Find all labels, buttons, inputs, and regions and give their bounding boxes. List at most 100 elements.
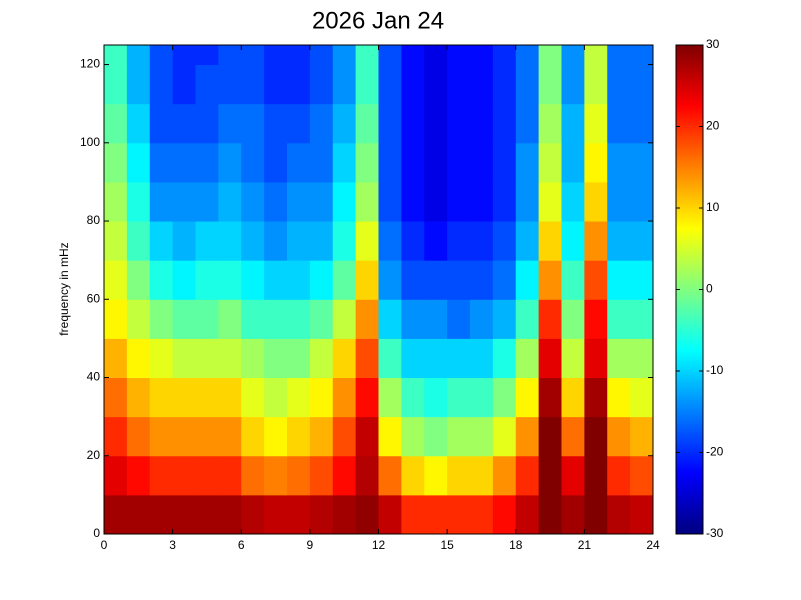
heatmap-cell <box>492 416 517 457</box>
heatmap-cell <box>264 142 288 183</box>
heatmap-cell <box>264 64 288 105</box>
heatmap-cell <box>332 142 357 183</box>
heatmap-cell <box>355 64 379 105</box>
heatmap-cell <box>607 494 631 535</box>
heatmap-cell <box>401 416 425 457</box>
heatmap-cell <box>584 64 608 105</box>
heatmap-cell <box>515 338 540 379</box>
heatmap-cell <box>264 455 288 496</box>
heatmap-cell <box>195 299 219 339</box>
heatmap-cell <box>332 377 357 418</box>
heatmap-cell <box>126 299 151 339</box>
heatmap-cell <box>447 64 471 105</box>
heatmap-cell <box>149 377 174 418</box>
heatmap-cell <box>126 377 151 418</box>
heatmap-cell <box>287 338 311 379</box>
heatmap-cell <box>584 338 608 379</box>
heatmap-cell <box>149 64 174 105</box>
heatmap-cell <box>470 416 494 457</box>
heatmap-cell <box>104 494 128 535</box>
heatmap-cell <box>264 377 288 418</box>
heatmap-cell <box>241 221 265 261</box>
heatmap-cell <box>332 103 357 144</box>
heatmap-cell <box>515 377 540 418</box>
heatmap-cell <box>607 221 631 261</box>
heatmap-cell <box>401 377 425 418</box>
heatmap-cell <box>492 338 517 379</box>
heatmap-cell <box>241 142 265 183</box>
colorbar-tick-label: 0 <box>706 282 713 296</box>
heatmap-cell <box>447 260 471 300</box>
heatmap-cell <box>195 64 219 105</box>
heatmap-cell <box>264 338 288 379</box>
heatmap-cell <box>447 455 471 496</box>
heatmap-cell <box>309 416 334 457</box>
heatmap-cell <box>287 377 311 418</box>
heatmap-cell <box>378 338 402 379</box>
heatmap-cell <box>492 45 517 66</box>
heatmap-cell <box>355 181 379 222</box>
heatmap-cell <box>607 416 631 457</box>
heatmap-cell <box>401 221 425 261</box>
heatmap-cell <box>241 377 265 418</box>
heatmap-cell <box>561 377 585 418</box>
heatmap-cell <box>218 494 242 535</box>
heatmap-cell <box>424 494 448 535</box>
heatmap-cell <box>515 299 540 339</box>
x-tick-label: 0 <box>101 538 108 552</box>
heatmap-cell <box>538 103 562 144</box>
heatmap-cell <box>630 103 654 144</box>
heatmap-cell <box>630 299 654 339</box>
heatmap-cell <box>218 64 242 105</box>
heatmap-cell <box>401 338 425 379</box>
colorbar-tick-label: -20 <box>706 445 724 459</box>
heatmap-cell <box>378 299 402 339</box>
heatmap-cell <box>447 142 471 183</box>
heatmap-cell <box>241 181 265 222</box>
heatmap-cell <box>287 142 311 183</box>
heatmap-cell <box>172 416 196 457</box>
heatmap-cell <box>470 64 494 105</box>
heatmap-cell <box>332 260 357 300</box>
heatmap-cell <box>538 181 562 222</box>
heatmap-cell <box>355 377 379 418</box>
heatmap-cell <box>492 221 517 261</box>
x-tick-label: 6 <box>238 538 245 552</box>
heatmap-cell <box>218 416 242 457</box>
heatmap-cell <box>332 416 357 457</box>
heatmap-cell <box>447 416 471 457</box>
heatmap-cell <box>515 142 540 183</box>
heatmap-cell <box>355 221 379 261</box>
colorbar-tick-label: -10 <box>706 363 724 377</box>
heatmap-cell <box>172 103 196 144</box>
heatmap-cell <box>424 103 448 144</box>
heatmap-cell <box>561 455 585 496</box>
heatmap-cell <box>332 64 357 105</box>
heatmap-cell <box>195 181 219 222</box>
heatmap-cell <box>172 142 196 183</box>
heatmap-cell <box>538 142 562 183</box>
heatmap-cell <box>309 377 334 418</box>
heatmap-cell <box>287 455 311 496</box>
heatmap-cell <box>378 142 402 183</box>
heatmap-cell <box>470 260 494 300</box>
heatmap-cell <box>149 338 174 379</box>
heatmap-cell <box>218 103 242 144</box>
colorbar-tick-label: 10 <box>706 200 720 214</box>
heatmap-cell <box>515 494 540 535</box>
heatmap-cell <box>287 45 311 66</box>
heatmap-cell <box>470 455 494 496</box>
heatmap-cell <box>172 181 196 222</box>
heatmap-cell <box>104 142 128 183</box>
heatmap-cell <box>241 103 265 144</box>
heatmap-cell <box>264 103 288 144</box>
heatmap-cell <box>287 494 311 535</box>
heatmap-cell <box>492 299 517 339</box>
heatmap-cell <box>561 221 585 261</box>
heatmap-cell <box>149 221 174 261</box>
colorbar-tick-label: 20 <box>706 119 720 133</box>
heatmap-cell <box>492 142 517 183</box>
heatmap-cell <box>195 260 219 300</box>
y-tick-label: 0 <box>93 526 100 540</box>
heatmap-cell <box>149 494 174 535</box>
